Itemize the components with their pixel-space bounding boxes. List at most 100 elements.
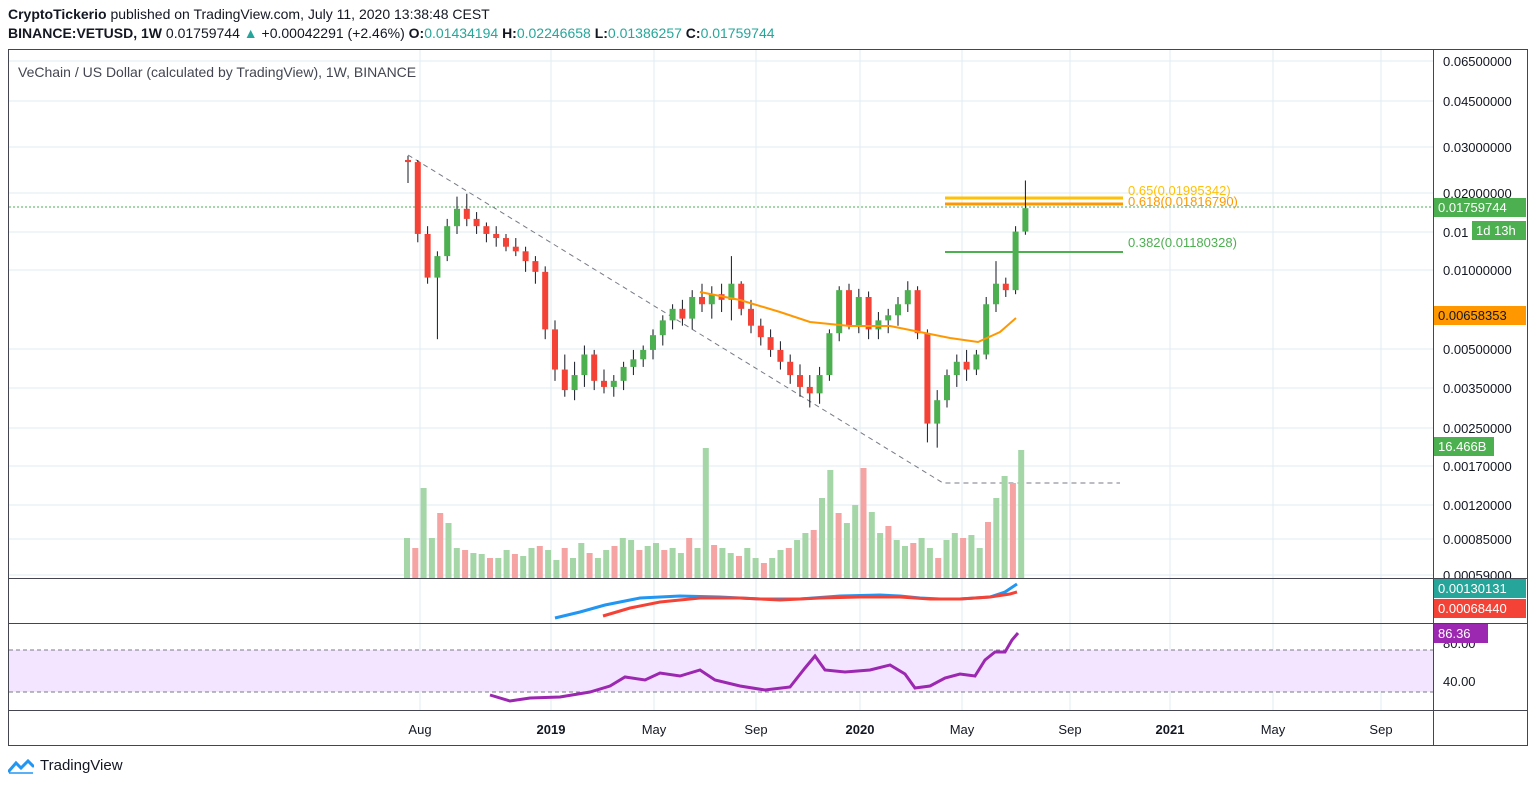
candle-body [434, 256, 441, 278]
candle-body [885, 315, 892, 321]
volume-bar [727, 553, 734, 578]
candle-body [669, 308, 676, 321]
candle-body [620, 366, 627, 381]
volume-bar [711, 545, 718, 578]
volume-bar [511, 554, 518, 578]
volume-bar [993, 498, 1000, 578]
volume-bar [636, 550, 643, 578]
price-tick-label: 0.00250000 [1443, 421, 1512, 436]
publisher-line: CryptoTickerio published on TradingView.… [8, 6, 490, 22]
volume-bar [478, 554, 485, 578]
volume-bar [619, 538, 626, 578]
ohlc-line: BINANCE:VETUSD, 1W 0.01759744 ▲ +0.00042… [8, 25, 775, 41]
candle-body [454, 208, 460, 227]
candle-body [738, 283, 745, 309]
published-text: published on TradingView.com, July 11, 2… [110, 6, 490, 22]
candle-body [561, 369, 568, 391]
high-label: H: [502, 25, 517, 41]
candle-body [405, 159, 411, 163]
candle-body [728, 283, 735, 300]
volume-bar [960, 538, 967, 578]
volume-bar [777, 550, 784, 578]
candle-body [552, 329, 558, 370]
price-tick-label: 0.02000000 [1443, 186, 1512, 201]
rsi-line [489, 632, 1020, 703]
candle-body [953, 361, 960, 376]
time-tick-label: 2020 [846, 722, 875, 737]
last-price: 0.01759744 [165, 25, 240, 41]
volume-bar [603, 550, 610, 578]
candle-body [787, 361, 794, 376]
volume-bar [586, 553, 593, 578]
candle-body [757, 325, 764, 338]
candle-body [581, 354, 588, 376]
volume-bar [794, 540, 801, 578]
candle-body [1002, 283, 1009, 291]
volume-bar [594, 558, 601, 578]
candle-body [699, 296, 705, 305]
volume-bar [545, 550, 552, 578]
pane-divider-macd [8, 623, 1528, 624]
tradingview-footer[interactable]: TradingView [8, 757, 123, 774]
volume-bar [843, 523, 850, 578]
moving-average-line [699, 291, 1017, 344]
volume-bar [985, 522, 991, 578]
candle-body [659, 320, 666, 336]
volume-bar [976, 548, 983, 578]
volume-bar [428, 538, 435, 578]
volume-bar [852, 505, 859, 578]
time-tick-label: Sep [1369, 722, 1392, 737]
candle-body [1012, 231, 1019, 291]
candle-body [826, 333, 833, 376]
rsi-badge: 86.36 [1434, 624, 1488, 643]
candle-body [522, 251, 529, 262]
volume-bar [686, 538, 693, 578]
chart-frame [8, 49, 1528, 746]
trendline [407, 154, 1120, 484]
volume-bar [420, 488, 427, 578]
volume-bar [404, 538, 410, 578]
time-tick-label: May [642, 722, 667, 737]
candle-body [875, 320, 882, 330]
volume-bar [760, 563, 767, 578]
candle-body [532, 261, 539, 272]
volume-bar [802, 533, 809, 578]
price-tick-label: 0.00120000 [1443, 498, 1512, 513]
candle-body [591, 354, 598, 381]
volume-bar [536, 546, 543, 578]
candle-body [904, 290, 911, 305]
candle-body [679, 308, 686, 319]
volume-bar [553, 560, 560, 578]
volume-bar [520, 556, 527, 578]
volume-bar [677, 553, 684, 578]
candle-body [542, 271, 549, 330]
volume-bar [578, 543, 585, 578]
candle-body [983, 304, 990, 355]
symbol-label: BINANCE:VETUSD, 1W [8, 25, 163, 41]
volume-bar [453, 548, 460, 578]
volume-bar [644, 546, 651, 578]
candle-body [797, 375, 803, 387]
volume-bar [943, 540, 950, 578]
volume-bar [744, 548, 751, 578]
volume-bar [611, 546, 618, 578]
volume-bar [412, 548, 419, 578]
candle-body [424, 233, 431, 278]
time-tick-label: May [1261, 722, 1286, 737]
volume-bar [860, 468, 867, 578]
publisher-name[interactable]: CryptoTickerio [8, 6, 107, 22]
volume-bar [437, 513, 444, 578]
open-label: O: [408, 25, 425, 41]
candle-body [708, 294, 715, 305]
candle-body [993, 283, 999, 305]
price-tick-label: 0.03000000 [1443, 140, 1512, 155]
ma-badge: 0.00658353 [1434, 306, 1526, 325]
candle-body [865, 296, 872, 330]
volume-bar [1009, 483, 1016, 578]
volume-bar [661, 550, 668, 578]
candle-body [483, 226, 490, 234]
volume-bar [819, 498, 825, 578]
fib-level-label: 0.65(0.01995342) [1128, 183, 1231, 198]
volume-bar [1001, 476, 1008, 578]
